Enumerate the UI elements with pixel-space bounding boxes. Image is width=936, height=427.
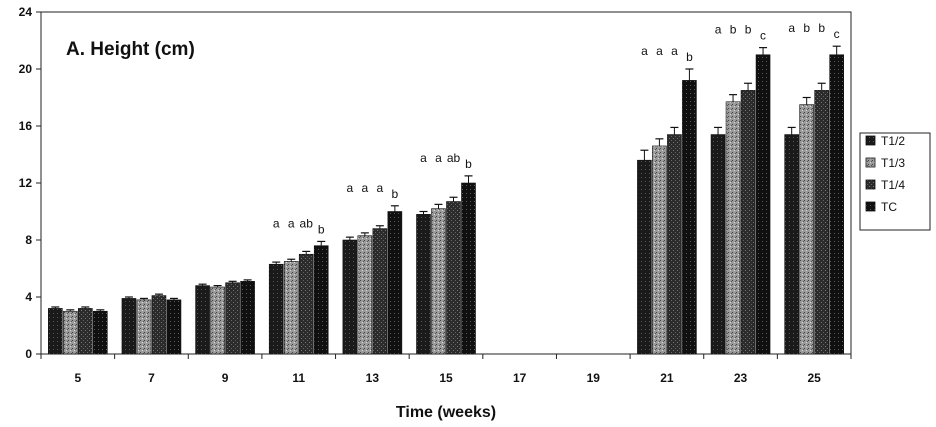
legend-label: T1/4 (881, 178, 905, 192)
bar-t13 (652, 145, 667, 355)
bar-t13 (63, 310, 78, 355)
bar-t12 (121, 298, 137, 355)
x-tick-label: 15 (439, 371, 453, 385)
legend-swatch (865, 201, 876, 212)
significance-letter: b (730, 23, 737, 37)
significance-letter: b (392, 187, 399, 201)
significance-letter: c (834, 27, 840, 41)
bar-t14 (446, 201, 461, 355)
significance-letter: a (435, 151, 442, 165)
significance-letter: a (288, 216, 295, 230)
x-tick-label: 13 (366, 371, 380, 385)
legend: T1/2 T1/3 T1/4 TC (859, 132, 931, 231)
significance-letter: b (686, 50, 693, 64)
legend-swatch (865, 135, 876, 146)
significance-letter: a (788, 21, 795, 35)
y-tick-label: 0 (25, 347, 32, 361)
chart-title: A. Height (cm) (66, 39, 195, 60)
significance-letter: b (745, 23, 752, 37)
x-tick-label: 17 (513, 371, 527, 385)
significance-letter: a (362, 181, 369, 195)
y-tick-label: 16 (19, 119, 33, 133)
bar-t12 (48, 308, 63, 355)
bar-tc (93, 310, 108, 355)
bar-t13 (283, 261, 299, 355)
significance-letter: b (818, 21, 825, 35)
bar-tc (313, 245, 329, 355)
bar-t13 (799, 104, 814, 355)
significance-letter: a (273, 216, 280, 230)
x-axis: 5 7 9 11 13 15 17 19 21 23 25 (40, 354, 852, 385)
bar-tc (166, 299, 182, 355)
bar-t14 (372, 228, 388, 355)
significance-letter: a (377, 181, 384, 195)
bar-tc (461, 182, 476, 355)
x-tick-label: 5 (74, 371, 81, 385)
bar-t13 (357, 235, 373, 355)
bar-t12 (637, 159, 652, 355)
x-tick-label: 7 (148, 371, 155, 385)
significance-letter: ab (447, 151, 461, 165)
bar-t14 (814, 90, 829, 355)
bar-t12 (195, 285, 210, 355)
legend-label: TC (881, 200, 897, 214)
y-tick-label: 24 (19, 5, 33, 19)
significance-letter: b (803, 21, 810, 35)
legend-swatch (865, 179, 876, 190)
y-tick-label: 12 (19, 176, 33, 190)
bar-tc (829, 54, 844, 355)
bar-t13 (210, 286, 225, 355)
bar-t13 (431, 208, 446, 355)
x-tick-label: 23 (734, 371, 748, 385)
significance-letter: a (715, 23, 722, 37)
bar-tc (682, 80, 697, 355)
bars-layer (48, 45, 844, 355)
significance-letter: a (671, 44, 678, 58)
significance-letter: ab (300, 216, 314, 230)
bar-t14 (78, 308, 93, 355)
y-axis: 0 4 8 12 16 20 24 (19, 5, 41, 361)
bar-t12 (268, 263, 284, 355)
bar-t12 (342, 239, 358, 355)
bar-t13 (725, 101, 741, 355)
bar-t12 (710, 134, 726, 355)
significance-labels: a a ab ba a a ba a ab ba a a ba b b ca b b c (273, 21, 840, 236)
x-tick-label: 11 (292, 371, 305, 385)
x-axis-title: Time (weeks) (396, 404, 496, 421)
x-tick-label: 25 (808, 371, 822, 385)
x-tick-label: 9 (222, 371, 229, 385)
significance-letter: b (318, 222, 325, 236)
significance-letter: a (347, 181, 354, 195)
legend-swatch (865, 157, 876, 168)
significance-letter: a (656, 44, 663, 58)
x-tick-label: 21 (660, 371, 674, 385)
bar-tc (387, 211, 403, 355)
significance-letter: c (760, 29, 766, 43)
significance-letter: a (420, 151, 427, 165)
x-tick-label: 19 (587, 371, 601, 385)
bar-t13 (136, 299, 152, 355)
legend-label: T1/3 (881, 156, 905, 170)
bar-t14 (298, 253, 314, 355)
legend-label: T1/2 (881, 134, 905, 148)
bar-t14 (151, 295, 167, 355)
bar-t12 (784, 134, 799, 355)
bar-tc (755, 54, 771, 355)
y-tick-label: 4 (25, 290, 32, 304)
significance-letter: b (465, 157, 472, 171)
bar-tc (240, 281, 255, 355)
y-tick-label: 20 (19, 62, 33, 76)
bar-t12 (416, 214, 431, 355)
bar-t14 (740, 90, 756, 355)
significance-letter: a (641, 44, 648, 58)
bar-t14 (225, 282, 240, 355)
y-tick-label: 8 (25, 233, 32, 247)
bar-t14 (667, 134, 682, 355)
